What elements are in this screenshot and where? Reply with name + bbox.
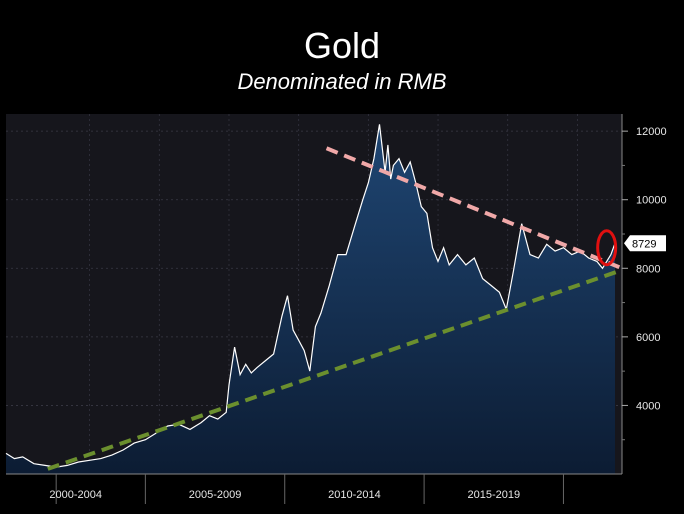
annotations (47, 146, 623, 471)
chart-title: Gold (303, 25, 381, 66)
breakout-circle (596, 229, 618, 267)
x-tick-label: 2015-2019 (467, 489, 520, 501)
y-tick-label: 8000 (636, 263, 660, 275)
y-axis: 4000 6000 8000 10000 12000 8729 (621, 114, 667, 474)
x-tick-label: 2010-2014 (328, 489, 381, 501)
y-tick-label: 10000 (636, 195, 667, 207)
y-tick-label: 12000 (636, 126, 667, 138)
y-tick-label: 4000 (636, 400, 660, 412)
support-trendline (47, 268, 623, 471)
price-line (5, 124, 616, 468)
x-tick-label: 2005-2009 (189, 489, 242, 501)
y-tick-label: 6000 (636, 332, 660, 344)
area-fill (6, 124, 616, 475)
last-value-label: 8729 (632, 238, 656, 250)
chart-subtitle: Denominated in RMB (237, 69, 447, 94)
last-value-badge (624, 235, 666, 252)
x-axis: 2000-2004 2005-2009 2010-2014 2015-2019 (6, 473, 622, 504)
resistance-trendline (325, 146, 623, 271)
x-tick-label: 2000-2004 (49, 489, 102, 501)
